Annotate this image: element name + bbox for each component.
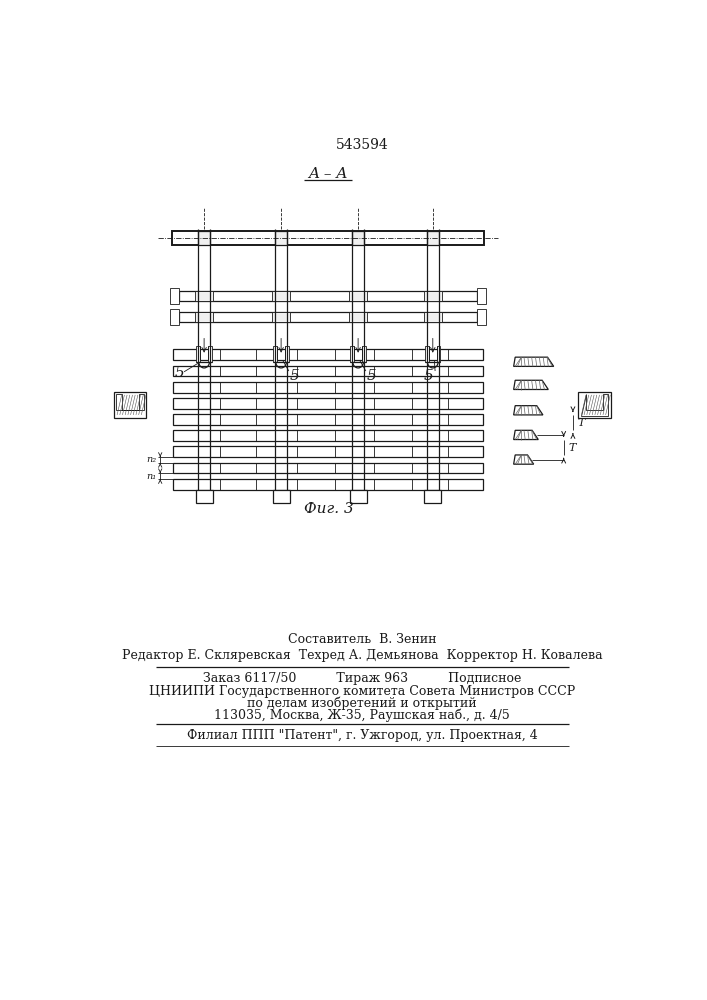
Bar — [180, 291, 477, 301]
Bar — [352, 231, 364, 245]
Text: n₁: n₁ — [146, 472, 156, 481]
Text: 5: 5 — [367, 369, 377, 383]
Bar — [350, 490, 366, 503]
Text: 5: 5 — [290, 369, 300, 383]
Text: Редактор Е. Скляревская  Техред А. Демьянова  Корректор Н. Ковалева: Редактор Е. Скляревская Техред А. Демьян… — [122, 649, 602, 662]
Text: Фиг. 3: Фиг. 3 — [304, 502, 354, 516]
Bar — [173, 463, 483, 473]
Bar — [351, 346, 354, 362]
Text: n₂: n₂ — [146, 455, 156, 464]
Polygon shape — [514, 357, 554, 366]
Bar — [173, 366, 483, 376]
Bar — [477, 309, 486, 325]
Polygon shape — [580, 394, 608, 416]
Polygon shape — [514, 380, 549, 389]
Text: 5: 5 — [175, 366, 185, 380]
Bar — [272, 291, 291, 301]
Text: 113035, Москва, Ж-35, Раушская наб., д. 4/5: 113035, Москва, Ж-35, Раушская наб., д. … — [214, 708, 510, 722]
Polygon shape — [514, 455, 534, 464]
Polygon shape — [117, 394, 144, 410]
Bar — [426, 231, 439, 245]
Bar — [114, 392, 146, 418]
Text: по делам изобретений и открытий: по делам изобретений и открытий — [247, 697, 477, 710]
Text: A – A: A – A — [308, 167, 348, 181]
Text: Филиал ППП "Патент", г. Ужгород, ул. Проектная, 4: Филиал ППП "Патент", г. Ужгород, ул. Про… — [187, 730, 537, 742]
Text: 5: 5 — [424, 369, 434, 383]
Bar — [349, 291, 368, 301]
Bar — [273, 490, 290, 503]
Bar — [437, 346, 440, 362]
Bar — [274, 346, 277, 362]
Text: T: T — [568, 443, 575, 453]
Bar — [173, 446, 483, 457]
Text: Заказ 6117/50          Тираж 963          Подписное: Заказ 6117/50 Тираж 963 Подписное — [203, 672, 521, 685]
Bar — [423, 291, 442, 301]
Bar — [173, 479, 483, 490]
Bar — [172, 231, 484, 245]
Bar — [198, 231, 210, 245]
Polygon shape — [514, 430, 538, 440]
Bar — [173, 398, 483, 409]
Bar — [197, 346, 200, 362]
Bar — [196, 490, 213, 503]
Bar — [173, 382, 483, 393]
Bar — [195, 312, 214, 322]
Bar — [285, 346, 288, 362]
Text: Составитель  В. Зенин: Составитель В. Зенин — [288, 633, 436, 646]
Bar — [425, 346, 429, 362]
Bar — [477, 288, 486, 304]
Bar — [180, 312, 477, 322]
Bar — [208, 346, 212, 362]
Bar — [173, 430, 483, 441]
Bar — [173, 414, 483, 425]
Text: ЦНИИПИ Государственного комитета Совета Министров СССР: ЦНИИПИ Государственного комитета Совета … — [149, 685, 575, 698]
Bar — [349, 312, 368, 322]
Bar — [424, 490, 441, 503]
Bar — [195, 291, 214, 301]
Bar — [275, 231, 287, 245]
Bar — [578, 392, 611, 418]
Bar — [170, 309, 180, 325]
Bar — [362, 346, 366, 362]
Text: 543594: 543594 — [337, 138, 389, 152]
Bar — [423, 312, 442, 322]
Bar — [170, 288, 180, 304]
Bar — [272, 312, 291, 322]
Text: T: T — [578, 418, 585, 428]
Polygon shape — [514, 406, 543, 415]
Bar — [173, 349, 483, 360]
